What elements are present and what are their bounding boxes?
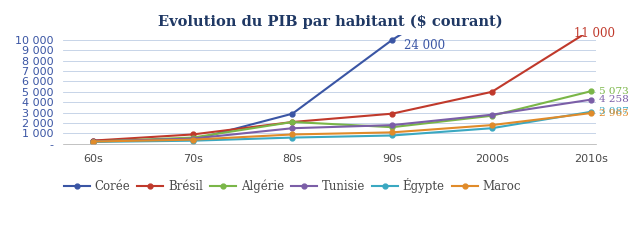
Text: 11 000: 11 000 [574, 27, 614, 40]
Maroc [587, 111, 595, 114]
Algérie [488, 114, 496, 117]
Text: 4 258: 4 258 [600, 95, 629, 104]
Legend: Corée, Brésil, Algérie, Tunisie, Égypte, Maroc: Corée, Brésil, Algérie, Tunisie, Égypte,… [59, 174, 526, 198]
Brésil [488, 90, 496, 93]
Égypte [189, 139, 196, 142]
Égypte [488, 127, 496, 130]
Algérie [90, 140, 97, 143]
Text: 5 073: 5 073 [600, 87, 629, 96]
Égypte [388, 134, 396, 137]
Line: Tunisie: Tunisie [91, 97, 594, 144]
Corée [189, 138, 196, 141]
Algérie [388, 126, 396, 129]
Line: Maroc: Maroc [91, 111, 594, 144]
Line: Brésil: Brésil [91, 27, 594, 143]
Tunisie [587, 98, 595, 101]
Algérie [289, 120, 296, 123]
Brésil [189, 133, 196, 136]
Tunisie [289, 127, 296, 130]
Brésil [289, 120, 296, 123]
Maroc [90, 140, 97, 143]
Algérie [189, 136, 196, 139]
Tunisie [488, 113, 496, 116]
Maroc [189, 138, 196, 141]
Maroc [388, 131, 396, 134]
Line: Corée: Corée [91, 0, 594, 143]
Brésil [388, 112, 396, 115]
Algérie [587, 90, 595, 93]
Tunisie [388, 123, 396, 127]
Line: Égypte: Égypte [91, 109, 594, 144]
Text: 24 000: 24 000 [404, 39, 445, 52]
Corée [388, 38, 396, 41]
Tunisie [90, 140, 97, 143]
Text: 3 087: 3 087 [600, 107, 629, 116]
Text: 2 965: 2 965 [600, 109, 629, 117]
Corée [289, 112, 296, 115]
Égypte [90, 140, 97, 143]
Tunisie [189, 137, 196, 140]
Maroc [289, 133, 296, 136]
Maroc [488, 123, 496, 127]
Égypte [289, 136, 296, 139]
Title: Evolution du PIB par habitant ($ courant): Evolution du PIB par habitant ($ courant… [158, 15, 502, 29]
Brésil [587, 28, 595, 31]
Brésil [90, 139, 97, 142]
Corée [90, 139, 97, 142]
Égypte [587, 110, 595, 113]
Line: Algérie: Algérie [91, 89, 594, 144]
